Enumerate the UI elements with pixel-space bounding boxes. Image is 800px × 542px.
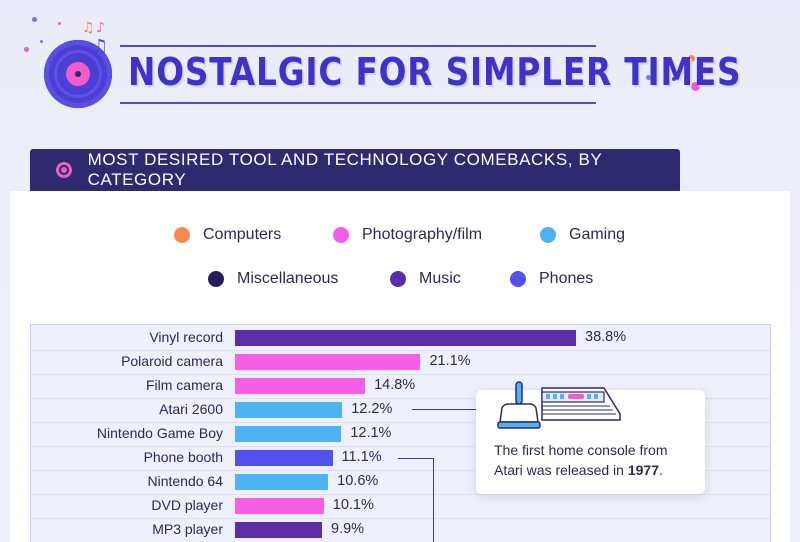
atari-console-icon bbox=[497, 381, 621, 429]
category-label: Polaroid camera bbox=[121, 353, 223, 369]
bar bbox=[235, 354, 421, 370]
decor-dot bbox=[40, 40, 43, 43]
bar bbox=[235, 498, 324, 514]
row-separator bbox=[31, 470, 770, 471]
callout-leader-horizontal-2 bbox=[398, 458, 434, 459]
music-note-icon: ♫ bbox=[82, 20, 95, 36]
bar bbox=[235, 378, 366, 394]
legend-label: Photography/film bbox=[362, 226, 483, 243]
category-label: Vinyl record bbox=[149, 329, 223, 345]
value-label: 10.6% bbox=[337, 473, 379, 489]
row-separator bbox=[31, 374, 770, 375]
decor-dot bbox=[58, 22, 61, 25]
decor-dot bbox=[32, 17, 37, 22]
legend-swatch bbox=[208, 271, 224, 287]
legend-item: Phones bbox=[510, 270, 593, 288]
chart-subtitle-banner: MOST DESIRED TOOL AND TECHNOLOGY COMEBAC… bbox=[30, 149, 680, 191]
legend-swatch bbox=[540, 227, 556, 243]
legend-label: Computers bbox=[203, 226, 282, 243]
value-label: 21.1% bbox=[429, 353, 471, 369]
category-label: Phone booth bbox=[143, 449, 223, 465]
row-separator bbox=[31, 494, 770, 495]
category-label: MP3 player bbox=[152, 521, 223, 537]
callout-text-main: The first home console from Atari was re… bbox=[494, 442, 668, 478]
decor-dot bbox=[24, 47, 29, 52]
callout-year: 1977 bbox=[627, 462, 659, 478]
page-title: NOSTALGIC FOR SIMPLER TIMES bbox=[128, 50, 742, 94]
row-separator bbox=[31, 446, 770, 447]
callout-box: The first home console from Atari was re… bbox=[476, 381, 705, 494]
value-label: 10.1% bbox=[332, 497, 374, 513]
category-label: Atari 2600 bbox=[159, 401, 223, 417]
bar bbox=[235, 402, 343, 418]
value-label: 12.2% bbox=[351, 401, 393, 417]
category-label: DVD player bbox=[151, 497, 223, 513]
bar bbox=[235, 426, 342, 442]
decor-dot bbox=[688, 55, 695, 62]
value-label: 14.8% bbox=[374, 377, 416, 393]
bar bbox=[235, 522, 322, 538]
row-separator bbox=[31, 350, 770, 351]
legend-item: Photography/film bbox=[333, 226, 482, 244]
legend-label: Music bbox=[419, 270, 461, 287]
target-icon bbox=[56, 162, 72, 178]
decor-dot bbox=[646, 75, 651, 80]
legend-swatch bbox=[174, 227, 190, 243]
decor-dot bbox=[691, 82, 700, 91]
legend-swatch bbox=[510, 271, 526, 287]
legend-label: Gaming bbox=[569, 226, 626, 243]
row-separator bbox=[31, 518, 770, 519]
legend-item: Gaming bbox=[540, 226, 625, 244]
value-label: 12.1% bbox=[350, 425, 392, 441]
decor-dot bbox=[672, 77, 676, 81]
value-label: 11.1% bbox=[341, 449, 382, 465]
legend-swatch bbox=[333, 227, 349, 243]
chart-subtitle: MOST DESIRED TOOL AND TECHNOLOGY COMEBAC… bbox=[87, 150, 603, 189]
title-rule-bottom bbox=[120, 102, 596, 104]
category-label: Nintendo 64 bbox=[147, 473, 223, 489]
music-note-icon: ♪ bbox=[96, 20, 105, 36]
legend-label: Miscellaneous bbox=[237, 270, 339, 287]
value-label: 9.9% bbox=[331, 521, 365, 537]
category-label: Film camera bbox=[145, 377, 223, 393]
vinyl-record-icon bbox=[44, 40, 112, 108]
bar bbox=[235, 450, 333, 466]
legend-item: Miscellaneous bbox=[208, 270, 338, 288]
value-label: 38.8% bbox=[585, 329, 627, 345]
legend-item: Music bbox=[390, 270, 461, 288]
legend-label: Phones bbox=[539, 270, 594, 287]
title-rule-top bbox=[120, 45, 596, 47]
callout-text: The first home console from Atari was re… bbox=[494, 440, 699, 480]
legend-swatch bbox=[390, 271, 406, 287]
callout-text-end: . bbox=[659, 462, 663, 478]
callout-leader-horizontal bbox=[412, 409, 476, 410]
category-label: Nintendo Game Boy bbox=[96, 425, 223, 441]
callout-leader-vertical bbox=[433, 458, 434, 542]
bar bbox=[235, 330, 576, 346]
row-separator bbox=[31, 398, 770, 399]
bar bbox=[235, 474, 329, 490]
music-note-icon: ♫ bbox=[92, 36, 109, 57]
row-separator bbox=[31, 422, 770, 423]
legend-item: Computers bbox=[174, 226, 281, 244]
